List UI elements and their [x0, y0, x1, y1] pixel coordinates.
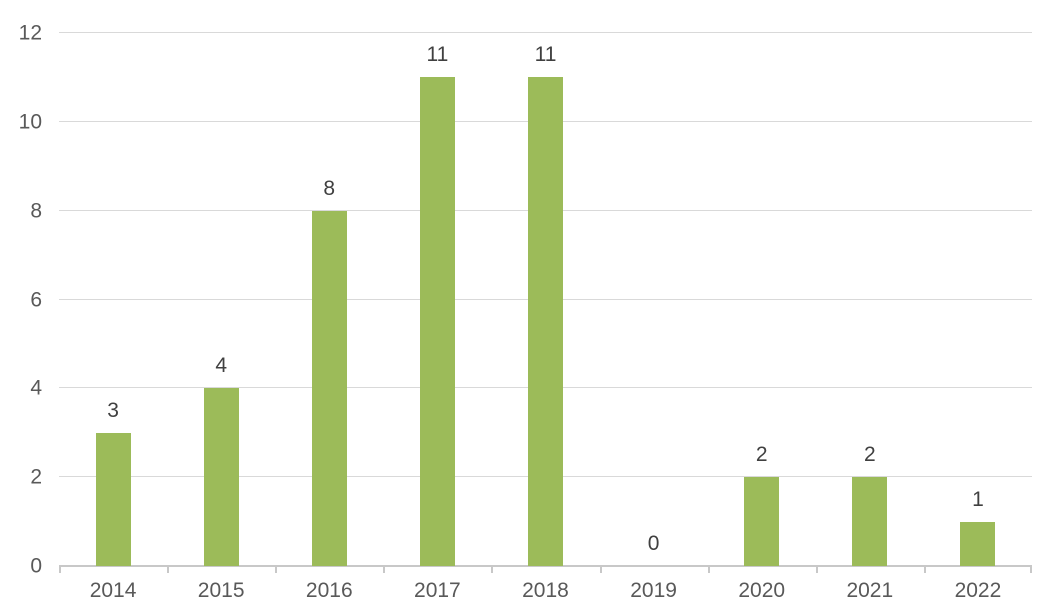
- x-axis-tick: [167, 566, 170, 573]
- bar-value-label: 3: [107, 398, 119, 422]
- y-axis-tick-label: 2: [30, 465, 42, 489]
- x-axis-tick: [1030, 566, 1032, 573]
- x-axis-tick: [707, 566, 710, 573]
- x-axis-tick: [383, 566, 386, 573]
- x-axis-line: [59, 565, 1032, 567]
- bar-value-label: 0: [647, 532, 660, 555]
- bar-value-label: 8: [323, 176, 336, 200]
- bar-2014: [95, 432, 131, 566]
- bar-value-label: 11: [534, 43, 557, 67]
- x-axis-label: 2015: [197, 579, 245, 602]
- bar-2018: [528, 77, 563, 566]
- plot-area: 3 2014 4 2015 8 2016 11 2017 11 2018 0 2019 2 2020 2 20…: [59, 32, 1032, 602]
- y-axis-tick-label: 4: [30, 376, 42, 400]
- bar-2021: [852, 477, 888, 566]
- x-axis-tick: [275, 566, 278, 573]
- bar-value-label: 2: [755, 443, 768, 467]
- bar-2016: [311, 210, 347, 566]
- x-axis-label: 2017: [414, 579, 461, 602]
- x-axis-tick: [815, 566, 818, 573]
- y-axis-tick-label: 0: [30, 554, 42, 578]
- bar-2017: [419, 77, 455, 566]
- bar-value-label: 4: [215, 354, 227, 378]
- bar-2022: [960, 521, 996, 566]
- x-axis-label: 2014: [89, 579, 137, 602]
- y-axis-tick-label: 12: [18, 21, 42, 45]
- y-axis-tick-label: 10: [18, 110, 42, 134]
- x-axis-label: 2022: [954, 579, 1002, 602]
- y-axis: 0 2 4 6 8 10 12: [0, 23, 42, 577]
- horizontal-gridline: [59, 32, 1032, 33]
- x-axis-label: 2019: [630, 579, 677, 602]
- x-axis-label: 2016: [305, 579, 353, 602]
- bar-value-label: 2: [863, 443, 876, 467]
- bar-2020: [744, 477, 780, 566]
- bar-value-label: 1: [972, 487, 984, 511]
- x-axis-label: 2018: [522, 579, 569, 602]
- y-axis-tick-label: 6: [30, 288, 42, 311]
- y-axis-tick-label: 8: [30, 199, 42, 223]
- x-axis-label: 2020: [738, 579, 786, 602]
- x-axis-tick: [491, 566, 494, 573]
- x-axis-tick: [923, 566, 926, 573]
- bar-value-label: 11: [426, 43, 449, 67]
- bar-2015: [203, 388, 239, 566]
- x-axis-tick: [599, 566, 602, 573]
- x-axis-tick: [59, 566, 61, 573]
- x-axis-label: 2021: [846, 579, 894, 602]
